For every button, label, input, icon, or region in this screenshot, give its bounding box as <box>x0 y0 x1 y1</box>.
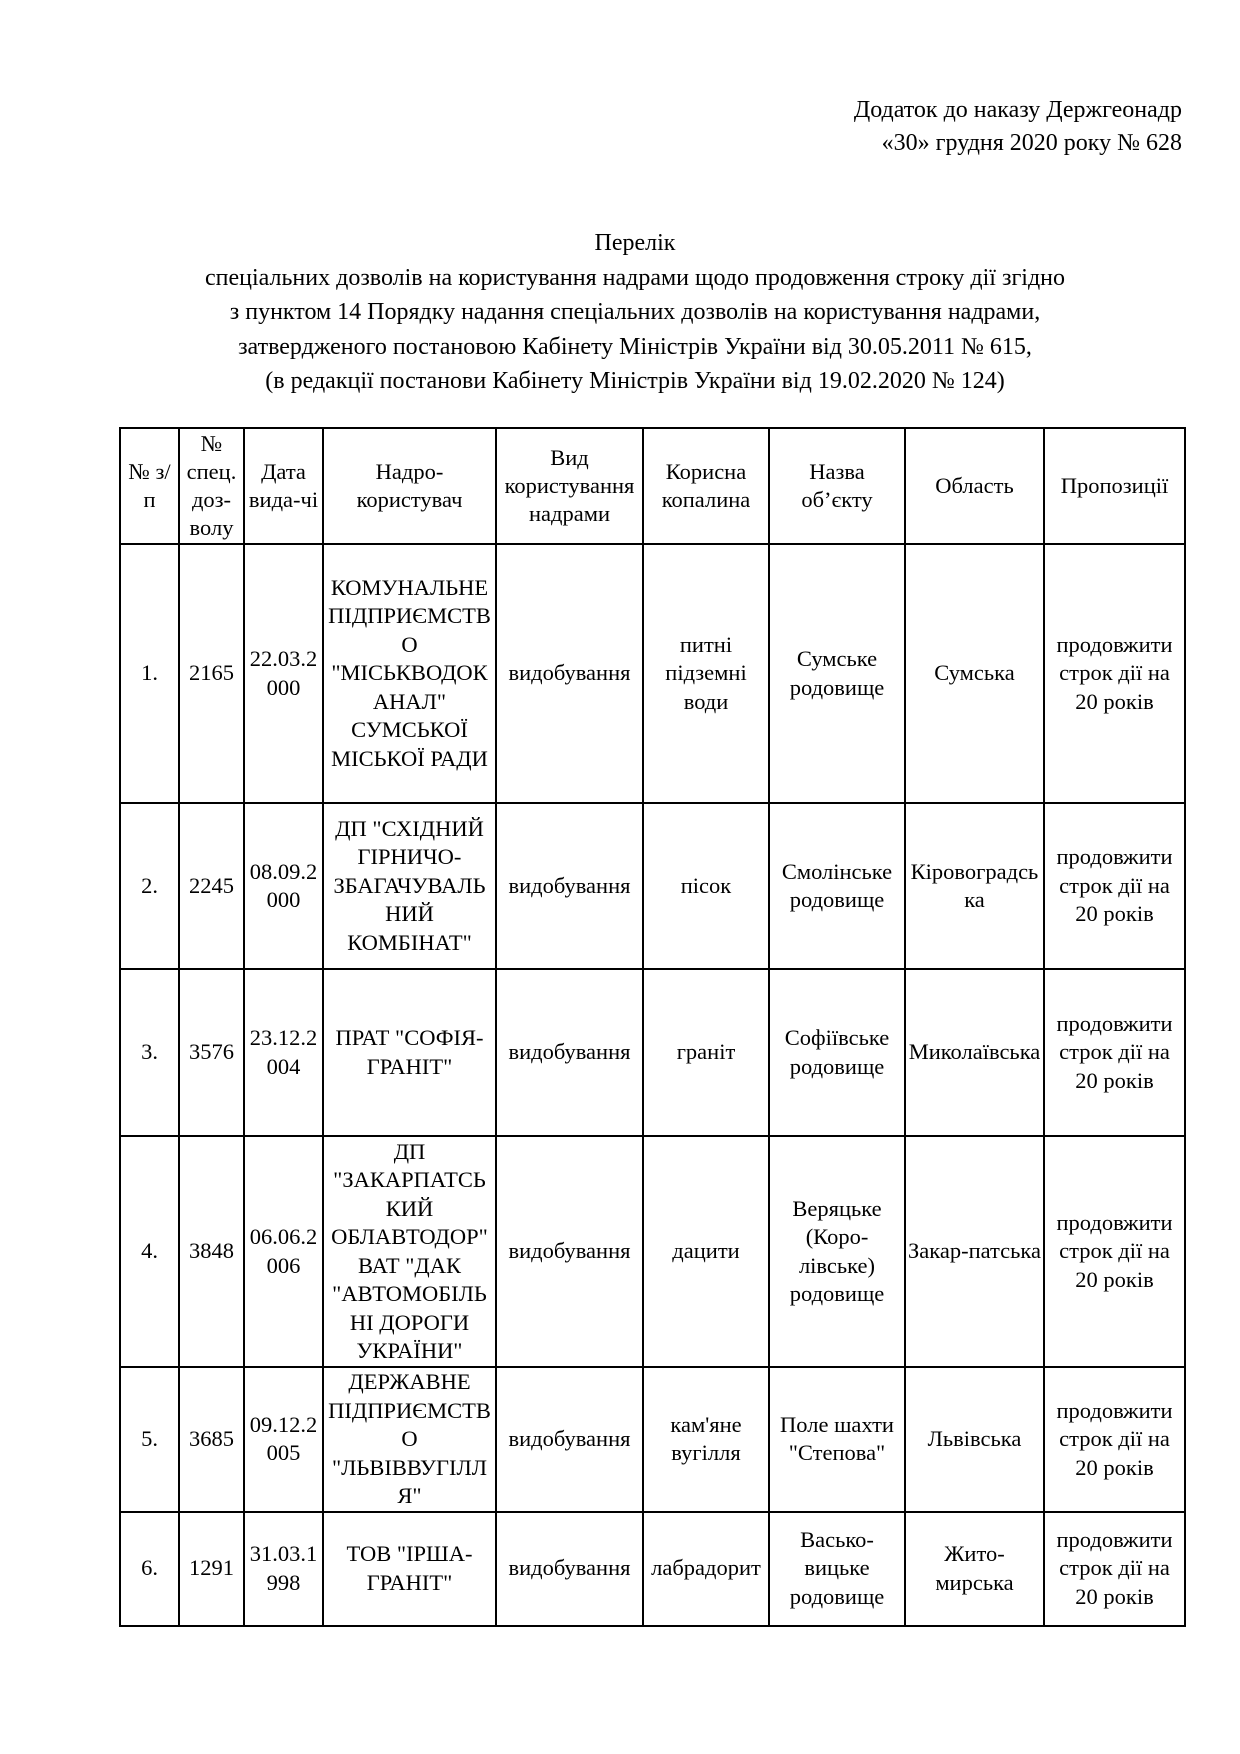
table-cell: продовжити строк дії на 20 років <box>1043 543 1186 804</box>
table-cell: Сумська <box>904 543 1045 804</box>
table-cell: 3. <box>119 968 180 1137</box>
column-header: № спец. доз-волу <box>178 427 245 545</box>
table-cell: ДЕРЖАВНЕ ПІДПРИЄМСТВО "ЛЬВІВВУГІЛЛЯ" <box>322 1366 497 1513</box>
table-cell: 06.06.2006 <box>243 1135 324 1368</box>
table-row: 2. 2245 08.09.2000 ДП "СХІДНИЙ ГІРНИЧО-ЗБАГ… <box>119 802 1186 970</box>
appendix-order-line: «30» грудня 2020 року № 628 <box>881 130 1182 156</box>
table-cell: Веряцьке (Коро-лівське) родовище <box>768 1135 906 1368</box>
table-cell: ПРАТ "СОФІЯ-ГРАНІТ" <box>322 968 497 1137</box>
table-cell: лабрадорит <box>642 1510 770 1627</box>
table-cell: Васько-вицьке родовище <box>768 1510 906 1627</box>
title-line: затвердженого постановою Кабінету Мініст… <box>238 333 1032 360</box>
permits-table: № з/п № спец. доз-волу Дата вида-чі Надро-к… <box>119 427 1186 1627</box>
column-header: Пропозиції <box>1043 427 1186 545</box>
table-cell: 22.03.2000 <box>243 543 324 804</box>
table-cell: 2245 <box>178 802 245 970</box>
table-cell: Смолінське родовище <box>768 802 906 970</box>
table-cell: видобування <box>495 543 644 804</box>
table-cell: продовжити строк дії на 20 років <box>1043 1366 1186 1513</box>
title-line: (в редакції постанови Кабінету Міністрів… <box>265 368 1005 394</box>
table-cell: Миколаївська <box>904 968 1045 1137</box>
table-cell: КОМУНАЛЬНЕ ПІДПРИЄМСТВО "МІСЬКВОДОКАНАЛ"… <box>322 543 497 804</box>
table-row: 3. 3576 23.12.2004 ПРАТ "СОФІЯ-ГРАНІТ" видоб… <box>119 968 1186 1137</box>
table-cell: 2. <box>119 802 180 970</box>
table-cell: Софіївське родовище <box>768 968 906 1137</box>
table-cell: 3685 <box>178 1366 245 1513</box>
table-cell: 08.09.2000 <box>243 802 324 970</box>
table-row: 1. 2165 22.03.2000 КОМУНАЛЬНЕ ПІДПРИЄМСТВО … <box>119 543 1186 804</box>
table-header-row: № з/п № спец. доз-волу Дата вида-чі Надро-к… <box>119 427 1186 545</box>
appendix-line: Додаток до наказу Держгеонадр <box>853 97 1182 123</box>
table-cell: 5. <box>119 1366 180 1513</box>
table-cell: 3848 <box>178 1135 245 1368</box>
table-cell: ДП "СХІДНИЙ ГІРНИЧО-ЗБАГАЧУВАЛЬНИЙ КОМБІ… <box>322 802 497 970</box>
table-cell: 1. <box>119 543 180 804</box>
table-cell: 3576 <box>178 968 245 1137</box>
table-cell: 09.12.2005 <box>243 1366 324 1513</box>
column-header: Назва об’єкту <box>768 427 906 545</box>
table-cell: 6. <box>119 1510 180 1627</box>
table-cell: ТОВ "ІРША-ГРАНІТ" <box>322 1510 497 1627</box>
table-cell: продовжити строк дії на 20 років <box>1043 968 1186 1137</box>
table-cell: Жито-мирська <box>904 1510 1045 1627</box>
table-cell: 2165 <box>178 543 245 804</box>
table-cell: видобування <box>495 1366 644 1513</box>
table-cell: 31.03.1998 <box>243 1510 324 1627</box>
column-header: Вид користування надрами <box>495 427 644 545</box>
table-cell: 1291 <box>178 1510 245 1627</box>
table-row: 4. 3848 06.06.2006 ДП "ЗАКАРПАТСЬКИЙ ОБЛАВТ… <box>119 1135 1186 1368</box>
title-line: з пунктом 14 Порядку надання спеціальних… <box>229 299 1041 325</box>
column-header: Область <box>904 427 1045 545</box>
title-line: Перелік <box>594 230 676 256</box>
table-row: 5. 3685 09.12.2005 ДЕРЖАВНЕ ПІДПРИЄМСТВО "Л… <box>119 1366 1186 1513</box>
column-header: Надро-користувач <box>322 427 497 545</box>
table-cell: Кіровоградська <box>904 802 1045 970</box>
column-header: Дата вида-чі <box>243 427 324 545</box>
table-cell: видобування <box>495 968 644 1137</box>
appendix-header: Додаток до наказу Держгеонадр «30» грудн… <box>854 94 1182 160</box>
table-cell: Поле шахти "Степова" <box>768 1366 906 1513</box>
table-cell: продовжити строк дії на 20 років <box>1043 1510 1186 1627</box>
table-cell: граніт <box>642 968 770 1137</box>
table-cell: видобування <box>495 1510 644 1627</box>
table-cell: видобування <box>495 802 644 970</box>
title-line: спеціальних дозволів на користування над… <box>204 264 1066 291</box>
table-cell: 23.12.2004 <box>243 968 324 1137</box>
document-title: Перелік спеціальних дозволів на користув… <box>100 226 1170 399</box>
column-header: Корисна копалина <box>642 427 770 545</box>
table-cell: ДП "ЗАКАРПАТСЬКИЙ ОБЛАВТОДОР" ВАТ "ДАК "… <box>322 1135 497 1368</box>
table-cell: продовжити строк дії на 20 років <box>1043 802 1186 970</box>
table-cell: 4. <box>119 1135 180 1368</box>
table-cell: видобування <box>495 1135 644 1368</box>
table-row: 6. 1291 31.03.1998 ТОВ "ІРША-ГРАНІТ" видобув… <box>119 1510 1186 1627</box>
table-cell: дацити <box>642 1135 770 1368</box>
table-cell: Львівська <box>904 1366 1045 1513</box>
column-header: № з/п <box>119 427 180 545</box>
table-cell: Сумське родовище <box>768 543 906 804</box>
table-cell: кам'яне вугілля <box>642 1366 770 1513</box>
table-cell: продовжити строк дії на 20 років <box>1043 1135 1186 1368</box>
table-cell: питні підземні води <box>642 543 770 804</box>
table-cell: Закар-патська <box>904 1135 1045 1368</box>
table-cell: пісок <box>642 802 770 970</box>
